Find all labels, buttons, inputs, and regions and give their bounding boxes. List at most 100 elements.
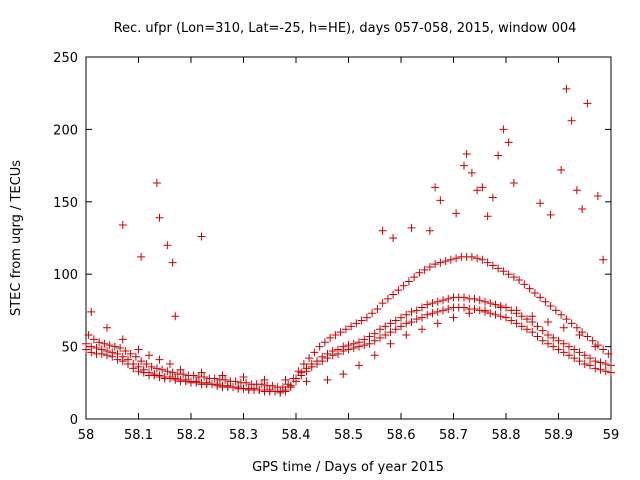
data-point — [391, 325, 400, 334]
data-point — [378, 226, 387, 235]
chart-title: Rec. ufpr (Lon=310, Lat=-25, h=HE), days… — [114, 21, 577, 36]
data-point — [418, 303, 426, 312]
y-tick-label: 200 — [53, 123, 78, 138]
data-point — [575, 357, 584, 366]
data-point — [481, 297, 489, 306]
data-point — [239, 373, 248, 382]
data-point — [554, 345, 563, 354]
data-point — [95, 338, 104, 347]
data-point — [355, 338, 363, 347]
data-point — [92, 344, 101, 353]
data-point — [108, 348, 117, 357]
data-point — [517, 312, 526, 321]
data-point — [155, 213, 164, 222]
data-point — [118, 220, 127, 229]
data-point — [373, 304, 382, 313]
data-point — [460, 293, 468, 302]
data-point — [601, 367, 610, 376]
data-point — [452, 209, 461, 218]
data-point — [530, 289, 539, 298]
data-point — [439, 296, 447, 305]
data-point — [460, 161, 468, 170]
data-point — [404, 277, 413, 286]
data-point — [166, 373, 174, 382]
data-point — [541, 297, 550, 306]
data-point — [528, 328, 537, 337]
data-point — [362, 313, 371, 322]
data-point — [544, 339, 552, 348]
data-point — [460, 303, 468, 312]
data-point — [467, 168, 476, 177]
data-point — [549, 342, 558, 351]
data-point — [370, 351, 379, 360]
data-point — [134, 345, 143, 354]
data-point — [349, 339, 358, 348]
data-point — [599, 345, 608, 354]
data-point — [381, 331, 390, 340]
data-point — [412, 306, 421, 315]
data-point — [166, 359, 174, 368]
data-point — [504, 138, 513, 147]
data-point — [231, 377, 240, 386]
data-point — [572, 323, 581, 332]
data-point — [168, 368, 177, 377]
data-point — [483, 258, 492, 267]
data-point — [103, 323, 111, 332]
data-point — [307, 359, 316, 368]
data-point — [559, 339, 568, 348]
data-point — [467, 252, 476, 261]
data-point — [546, 210, 555, 219]
data-point — [512, 306, 521, 315]
data-point — [483, 212, 492, 221]
data-point — [538, 326, 547, 335]
data-point — [525, 284, 534, 293]
x-tick-label: 58.9 — [544, 428, 573, 443]
data-point — [418, 325, 426, 334]
data-point — [250, 384, 258, 393]
y-tick-label: 50 — [61, 341, 78, 356]
data-point — [433, 319, 442, 328]
plot-frame — [85, 56, 612, 420]
data-point — [507, 316, 516, 325]
data-point — [604, 349, 613, 358]
data-point — [305, 354, 314, 363]
data-point — [334, 345, 342, 354]
data-point — [591, 364, 600, 373]
data-point — [436, 196, 445, 205]
data-point — [158, 365, 167, 374]
data-point — [536, 293, 545, 302]
data-point — [478, 255, 487, 264]
data-point — [213, 380, 222, 389]
data-point — [565, 342, 573, 351]
data-point — [567, 116, 576, 125]
data-point — [607, 368, 615, 377]
data-point — [89, 335, 98, 344]
x-tick-label: 58 — [78, 428, 95, 443]
data-point — [299, 359, 308, 368]
data-point — [87, 307, 96, 316]
data-point — [200, 373, 209, 382]
data-point — [87, 342, 96, 351]
data-point — [145, 351, 153, 360]
data-point — [478, 183, 487, 192]
data-point — [407, 317, 416, 326]
data-point — [126, 349, 135, 358]
data-point — [105, 341, 114, 350]
data-point — [402, 319, 411, 328]
data-point — [575, 331, 584, 340]
data-point — [155, 371, 164, 380]
data-point — [420, 265, 429, 274]
data-point — [596, 365, 605, 374]
data-point — [370, 336, 379, 345]
x-tick-label: 58.7 — [439, 428, 468, 443]
x-tick-label: 58.1 — [124, 428, 153, 443]
data-point — [473, 254, 482, 263]
data-point — [260, 375, 269, 384]
data-point — [289, 374, 298, 383]
data-point — [520, 280, 529, 289]
data-points — [82, 84, 615, 397]
data-point — [352, 319, 361, 328]
data-point — [234, 383, 243, 392]
data-point — [533, 322, 542, 331]
